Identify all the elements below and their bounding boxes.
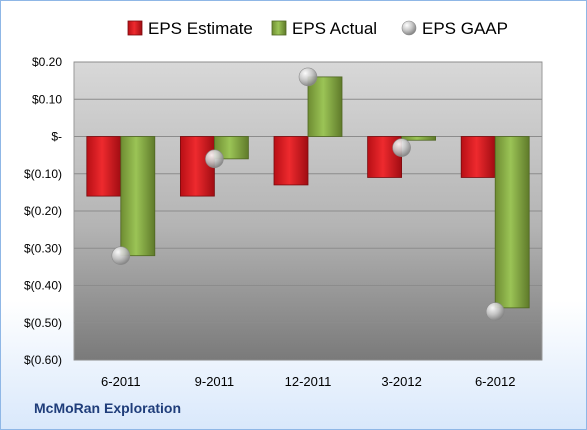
legend-swatch-eps-actual	[271, 20, 287, 36]
y-tick-label: $(0.30)	[24, 241, 62, 255]
y-tick-label: $(0.20)	[24, 204, 62, 218]
bar-eps-actual	[401, 136, 437, 141]
x-tick-label: 12-2011	[285, 374, 332, 389]
legend-marker-eps-gaap	[401, 20, 417, 36]
company-name: McMoRan Exploration	[34, 400, 182, 416]
bar-eps-actual	[213, 136, 249, 160]
bar-eps-actual	[494, 136, 530, 309]
y-tick-label: $(0.10)	[24, 167, 62, 181]
x-tick-label: 6-2011	[101, 374, 141, 389]
legend-label: EPS Actual	[292, 19, 377, 38]
legend-label: EPS GAAP	[422, 19, 508, 38]
marker-eps-gaap	[298, 67, 318, 87]
legend-swatch-eps-estimate	[127, 20, 143, 36]
bar-eps-actual	[307, 76, 343, 137]
y-tick-label: $-	[51, 130, 62, 144]
x-tick-label: 9-2011	[195, 374, 235, 389]
marker-eps-gaap	[205, 149, 224, 169]
y-tick-label: $0.20	[32, 55, 62, 69]
marker-eps-gaap	[485, 302, 505, 321]
y-tick-label: $(0.60)	[24, 353, 62, 367]
bar-eps-estimate	[273, 136, 309, 186]
y-tick-label: $(0.40)	[24, 279, 62, 293]
bar-eps-actual	[120, 136, 156, 257]
y-tick-label: $(0.50)	[24, 316, 62, 330]
y-tick-label: $0.10	[32, 92, 62, 106]
x-tick-label: 3-2012	[381, 374, 421, 389]
bar-eps-estimate	[179, 136, 215, 197]
bar-eps-estimate	[460, 136, 496, 178]
x-tick-label: 6-2012	[475, 374, 515, 389]
marker-eps-gaap	[392, 138, 411, 157]
bar-eps-estimate	[86, 136, 122, 197]
marker-eps-gaap	[111, 246, 131, 265]
legend-label: EPS Estimate	[148, 19, 253, 38]
